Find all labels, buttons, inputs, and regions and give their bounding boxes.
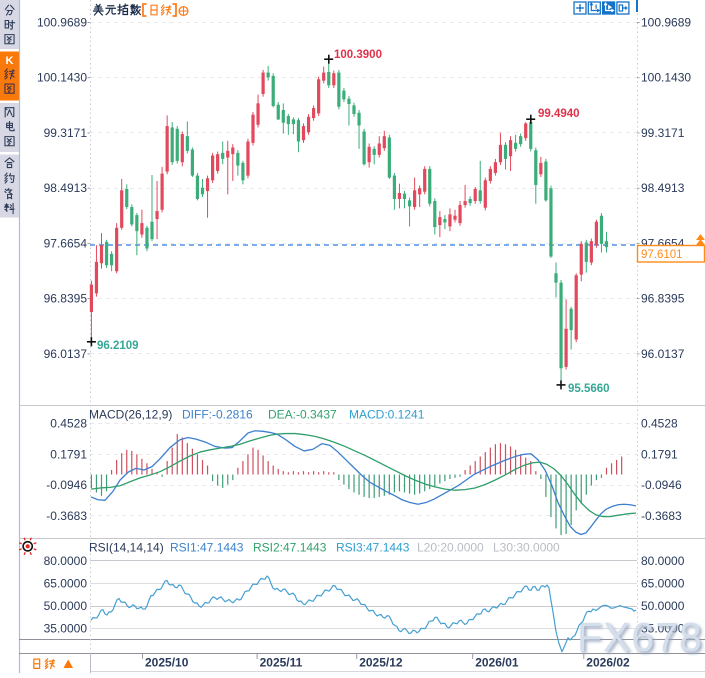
svg-text:100.1430: 100.1430 (37, 71, 87, 85)
svg-text:100.9689: 100.9689 (641, 16, 691, 30)
svg-text:DIFF:-0.2816: DIFF:-0.2816 (182, 408, 253, 422)
svg-text:50.0000: 50.0000 (44, 599, 88, 613)
svg-text:-0.0946: -0.0946 (46, 478, 87, 492)
svg-text:50.0000: 50.0000 (641, 599, 685, 613)
svg-text:96.0137: 96.0137 (44, 347, 88, 361)
svg-text:2025/12: 2025/12 (359, 656, 403, 670)
svg-text:-0.0946: -0.0946 (641, 478, 682, 492)
svg-text:97.6101: 97.6101 (641, 249, 683, 261)
svg-text:80.0000: 80.0000 (641, 554, 685, 568)
svg-text:MACD:0.1241: MACD:0.1241 (349, 408, 425, 422)
svg-text:L20:20.0000: L20:20.0000 (417, 541, 484, 555)
svg-text:96.2109: 96.2109 (97, 340, 139, 352)
svg-text:98.4913: 98.4913 (641, 181, 685, 195)
svg-text:65.0000: 65.0000 (641, 577, 685, 591)
svg-text:99.4940: 99.4940 (538, 108, 580, 120)
svg-text:2026/01: 2026/01 (475, 656, 519, 670)
svg-text:0.4528: 0.4528 (50, 417, 87, 431)
svg-text:100.1430: 100.1430 (641, 71, 691, 85)
svg-text:MACD(26,12,9): MACD(26,12,9) (89, 408, 172, 422)
svg-text:96.0137: 96.0137 (641, 347, 685, 361)
svg-text:0.1791: 0.1791 (50, 447, 87, 461)
svg-text:65.0000: 65.0000 (44, 577, 88, 591)
svg-text:2025/11: 2025/11 (260, 656, 303, 670)
svg-text:99.3171: 99.3171 (44, 126, 88, 140)
svg-text:2026/02: 2026/02 (586, 656, 630, 670)
svg-text:0.1791: 0.1791 (641, 447, 678, 461)
svg-text:0.4528: 0.4528 (641, 417, 678, 431)
svg-text:L30:30.0000: L30:30.0000 (493, 541, 560, 555)
svg-text:96.8395: 96.8395 (44, 292, 88, 306)
svg-text:RSI1:47.1443: RSI1:47.1443 (170, 541, 244, 555)
svg-text:100.9689: 100.9689 (37, 16, 87, 30)
svg-text:DEA:-0.3437: DEA:-0.3437 (268, 408, 337, 422)
svg-text:80.0000: 80.0000 (44, 554, 88, 568)
svg-text:95.5660: 95.5660 (568, 383, 610, 395)
svg-text:99.3171: 99.3171 (641, 126, 685, 140)
svg-text:RSI2:47.1443: RSI2:47.1443 (253, 541, 327, 555)
svg-text:-0.3683: -0.3683 (46, 509, 87, 523)
svg-text:97.6654: 97.6654 (44, 236, 88, 250)
svg-text:35.0000: 35.0000 (641, 622, 685, 636)
svg-text:-0.3683: -0.3683 (641, 509, 682, 523)
svg-text:2025/10: 2025/10 (145, 656, 189, 670)
svg-text:100.3900: 100.3900 (334, 49, 382, 61)
svg-text:FX678: FX678 (577, 614, 703, 660)
svg-text:96.8395: 96.8395 (641, 292, 685, 306)
svg-text:35.0000: 35.0000 (44, 622, 88, 636)
svg-text:98.4913: 98.4913 (44, 181, 88, 195)
svg-text:K: K (6, 55, 14, 67)
svg-text:RSI(14,14,14): RSI(14,14,14) (89, 541, 164, 555)
svg-text:RSI3:47.1443: RSI3:47.1443 (336, 541, 410, 555)
